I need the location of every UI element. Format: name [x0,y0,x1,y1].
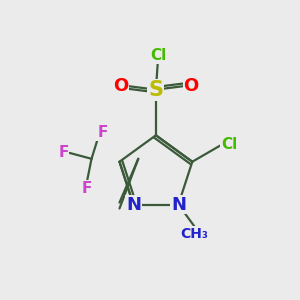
Text: O: O [184,77,199,95]
Text: Cl: Cl [221,136,237,152]
Text: N: N [126,196,141,214]
Text: F: F [82,181,92,196]
Text: S: S [148,80,164,100]
Text: F: F [97,125,108,140]
Text: N: N [171,196,186,214]
Text: F: F [58,146,69,160]
Text: O: O [113,77,128,95]
Text: CH₃: CH₃ [181,227,208,241]
Text: Cl: Cl [150,48,166,63]
